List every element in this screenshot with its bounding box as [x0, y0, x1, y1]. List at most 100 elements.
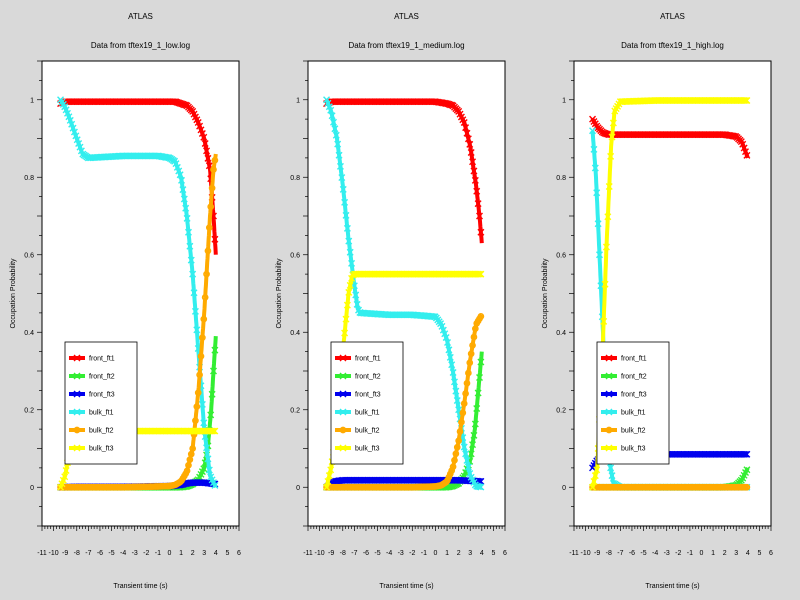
x-tick-label: -9 [62, 550, 68, 557]
chart-title: ATLAS [660, 12, 685, 21]
x-tick-label: 5 [757, 550, 761, 557]
legend-marker [605, 390, 613, 398]
data-point [194, 389, 202, 397]
x-tick-label: -10 [315, 550, 325, 557]
x-tick-label: -8 [340, 550, 346, 557]
data-point [328, 112, 336, 120]
y-axis-label: Occupation Probability [276, 258, 283, 329]
data-point [211, 481, 219, 489]
y-tick-label: 0.8 [290, 175, 300, 182]
x-tick-label: -8 [74, 550, 80, 557]
data-point [477, 358, 485, 366]
legend-marker [73, 390, 81, 398]
data-point [602, 243, 610, 251]
legend-label: bulk_ft2 [355, 428, 380, 435]
x-tick-label: -2 [143, 550, 149, 557]
data-point [591, 472, 599, 480]
legend-marker [339, 408, 347, 416]
data-point [467, 148, 475, 156]
data-point [334, 140, 342, 148]
data-point [353, 300, 361, 308]
legend-marker [339, 444, 347, 452]
data-point [204, 154, 212, 162]
data-point [452, 450, 460, 458]
x-tick-label: -4 [652, 550, 658, 557]
y-tick-label: 0.8 [556, 175, 566, 182]
data-point [474, 270, 482, 278]
data-point [197, 352, 205, 360]
data-point [207, 203, 215, 211]
data-point [187, 256, 195, 264]
data-point [210, 367, 218, 375]
x-tick-label: -3 [398, 550, 404, 557]
data-point [469, 441, 477, 449]
data-point [203, 444, 211, 452]
data-point [607, 464, 615, 472]
y-tick-label: 0.6 [556, 252, 566, 259]
data-point [462, 450, 470, 458]
x-tick-label: -7 [617, 550, 623, 557]
data-point [476, 483, 484, 491]
x-tick-label: -2 [409, 550, 415, 557]
x-tick-label: -5 [640, 550, 646, 557]
data-point [607, 152, 615, 160]
legend: front_ft1 front_ft2 front_ft3 bulk_ft1 bulk_… [330, 341, 404, 465]
y-tick-label: 0 [296, 485, 300, 492]
x-tick-label: -11 [303, 550, 313, 557]
y-tick-label: 0.2 [290, 407, 300, 414]
legend-item: bulk_ft2 [601, 426, 646, 435]
data-point [466, 359, 474, 367]
legend-item: front_ft1 [335, 354, 381, 363]
legend-marker [73, 354, 81, 362]
x-tick-label: 2 [191, 550, 195, 557]
data-point [590, 145, 598, 153]
legend-label: bulk_ft1 [89, 410, 114, 417]
data-point [476, 373, 484, 381]
data-point [470, 431, 478, 439]
data-point [455, 437, 462, 445]
data-point [477, 313, 485, 320]
x-tick-label: -1 [687, 550, 693, 557]
data-point [200, 465, 208, 473]
data-point [743, 450, 751, 458]
y-tick-label: 0.6 [24, 252, 34, 259]
data-point [338, 174, 346, 182]
data-point [193, 403, 201, 410]
data-point [183, 214, 191, 222]
y-tick-label: 0.2 [556, 407, 566, 414]
legend-box [64, 341, 138, 465]
legend-marker [339, 426, 347, 434]
data-point [200, 419, 208, 427]
data-point [445, 473, 453, 481]
data-point [323, 483, 331, 491]
x-tick-label: -2 [675, 550, 681, 557]
data-point [446, 353, 454, 361]
data-point [201, 433, 209, 441]
legend-item: bulk_ft1 [69, 408, 114, 417]
data-point [593, 189, 601, 197]
y-tick-label: 0 [30, 485, 34, 492]
data-point [73, 136, 81, 144]
legend-label: bulk_ft3 [89, 446, 114, 453]
legend-marker [73, 444, 81, 452]
data-point [470, 167, 478, 175]
legend: front_ft1 front_ft2 front_ft3 bulk_ft1 bulk_… [596, 341, 670, 465]
data-point [594, 220, 602, 228]
data-point [176, 171, 184, 179]
data-point [445, 346, 453, 354]
data-point [743, 151, 751, 159]
x-tick-label: 3 [468, 550, 472, 557]
data-point [476, 270, 484, 278]
data-point [198, 130, 206, 138]
series-bulk_ft1 [57, 96, 219, 489]
legend-box [330, 341, 404, 465]
x-axis-label: Transient time (s) [645, 583, 699, 590]
x-tick-label: 1 [179, 550, 183, 557]
legend-item: front_ft1 [69, 354, 115, 363]
data-point [68, 120, 76, 128]
data-point [210, 166, 217, 173]
legend-item: front_ft3 [601, 390, 647, 399]
data-point [608, 133, 616, 141]
